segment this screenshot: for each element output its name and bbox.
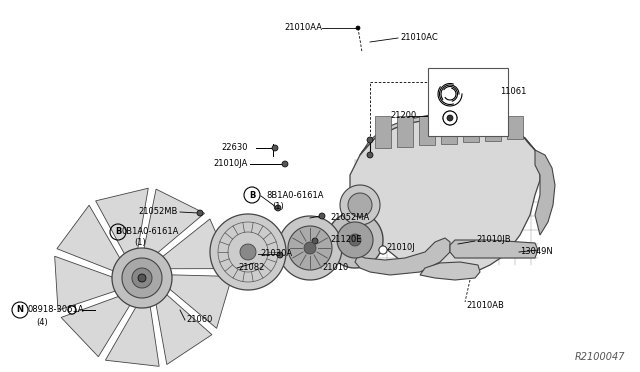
Polygon shape (61, 296, 130, 357)
Polygon shape (463, 116, 479, 142)
Polygon shape (375, 116, 391, 148)
Polygon shape (68, 306, 76, 314)
Polygon shape (356, 26, 360, 30)
Text: (1): (1) (134, 238, 146, 247)
Polygon shape (367, 137, 373, 143)
Text: 13049N: 13049N (520, 247, 553, 257)
Text: 11061: 11061 (500, 87, 526, 96)
Polygon shape (340, 185, 380, 225)
Polygon shape (138, 274, 146, 282)
Polygon shape (397, 116, 413, 147)
Text: 08918-3061A: 08918-3061A (28, 305, 84, 314)
Polygon shape (507, 116, 523, 139)
Polygon shape (57, 205, 120, 271)
Text: 21010JA: 21010JA (214, 158, 248, 167)
Polygon shape (112, 248, 172, 308)
Text: 21052MB: 21052MB (139, 206, 178, 215)
Polygon shape (106, 307, 159, 366)
Polygon shape (163, 219, 232, 269)
Text: 0B1A0-6161A: 0B1A0-6161A (122, 228, 179, 237)
Polygon shape (360, 113, 535, 155)
Text: R2100047: R2100047 (575, 352, 625, 362)
Polygon shape (419, 116, 435, 145)
Text: 21200: 21200 (390, 110, 416, 119)
Polygon shape (355, 238, 450, 275)
Polygon shape (485, 116, 501, 141)
Polygon shape (379, 246, 387, 254)
Polygon shape (447, 115, 453, 121)
Text: 8B1A0-6161A: 8B1A0-6161A (266, 192, 323, 201)
Polygon shape (420, 262, 480, 280)
Polygon shape (327, 212, 383, 268)
Text: 21082: 21082 (238, 263, 264, 273)
Polygon shape (348, 193, 372, 217)
Text: 21010J: 21010J (386, 244, 415, 253)
Text: 21060: 21060 (186, 315, 212, 324)
Polygon shape (441, 116, 457, 144)
Polygon shape (122, 258, 162, 298)
Polygon shape (304, 242, 316, 254)
Polygon shape (312, 238, 318, 244)
Text: B: B (115, 228, 121, 237)
Polygon shape (319, 213, 325, 219)
Polygon shape (170, 275, 232, 328)
Polygon shape (367, 152, 373, 158)
Polygon shape (54, 256, 115, 310)
Text: N: N (17, 305, 24, 314)
Polygon shape (272, 145, 278, 151)
Polygon shape (379, 246, 387, 254)
Polygon shape (132, 268, 152, 288)
Text: 21052MA: 21052MA (330, 214, 369, 222)
Polygon shape (288, 226, 332, 270)
Text: (1): (1) (272, 202, 284, 212)
Text: 21010JB: 21010JB (476, 235, 511, 244)
Polygon shape (95, 188, 148, 254)
Polygon shape (156, 295, 212, 365)
Text: 22630: 22630 (221, 142, 248, 151)
Text: 21010AB: 21010AB (466, 301, 504, 310)
FancyBboxPatch shape (428, 68, 508, 136)
Polygon shape (68, 306, 76, 314)
Polygon shape (349, 234, 361, 246)
Polygon shape (443, 111, 457, 125)
Text: 21010AA: 21010AA (284, 23, 322, 32)
Polygon shape (278, 216, 342, 280)
Text: 21030A: 21030A (260, 248, 292, 257)
Polygon shape (337, 222, 373, 258)
Text: 21010AC: 21010AC (400, 33, 438, 42)
Polygon shape (275, 205, 281, 211)
Polygon shape (282, 161, 288, 167)
Text: (4): (4) (36, 317, 48, 327)
Polygon shape (240, 244, 256, 260)
Text: 21120E: 21120E (330, 235, 362, 244)
Polygon shape (210, 214, 286, 290)
Text: B: B (249, 190, 255, 199)
Polygon shape (443, 111, 457, 125)
Polygon shape (350, 118, 540, 275)
Polygon shape (197, 210, 203, 216)
Text: 21010: 21010 (322, 263, 348, 273)
Polygon shape (144, 189, 205, 253)
Polygon shape (277, 252, 283, 258)
Polygon shape (535, 150, 555, 235)
Polygon shape (450, 240, 538, 258)
